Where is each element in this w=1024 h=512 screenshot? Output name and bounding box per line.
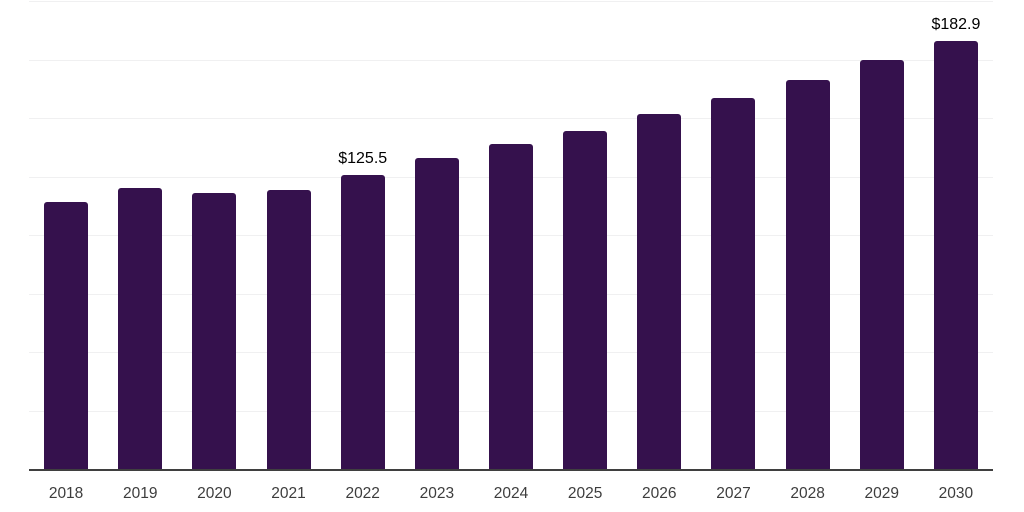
x-tick-label-2028: 2028 (790, 485, 825, 502)
x-tick-label-2029: 2029 (864, 485, 900, 502)
bar-2025 (563, 131, 608, 469)
x-tick-label-2021: 2021 (271, 485, 306, 502)
x-tick-label-2024: 2024 (493, 485, 529, 502)
bar-2027 (711, 98, 756, 469)
bar-value-label-2022: $125.5 (338, 150, 388, 168)
x-tick-label-2022: 2022 (345, 485, 380, 502)
gridline (29, 118, 993, 119)
x-tick-label-2023: 2023 (419, 485, 455, 502)
bar-2029 (859, 60, 904, 469)
bar-2024 (489, 144, 533, 469)
x-axis-line (29, 469, 993, 471)
bar-value-label-2030: $182.9 (931, 16, 981, 33)
bar-2023 (414, 158, 459, 469)
x-tick-label-2019: 2019 (122, 485, 158, 502)
x-tick-label-2026: 2026 (642, 485, 677, 502)
bar-2020 (192, 193, 237, 469)
x-tick-label-2025: 2025 (567, 485, 603, 502)
bar-2026 (637, 113, 682, 469)
x-tick-label-2027: 2027 (716, 485, 751, 502)
x-tick-label-2020: 2020 (197, 485, 232, 502)
bar-2030 (933, 41, 978, 469)
x-tick-label-2030: 2030 (938, 485, 974, 502)
gridline (29, 59, 993, 61)
bar-2028 (785, 79, 830, 469)
x-tick-label-2018: 2018 (48, 485, 84, 502)
gridline (29, 1, 993, 2)
bar-2021 (266, 190, 311, 469)
bar-2022 (340, 175, 385, 469)
bar-2018 (44, 202, 89, 469)
bar-2019 (118, 188, 163, 469)
